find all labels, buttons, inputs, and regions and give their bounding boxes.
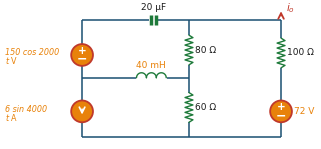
Text: −: −: [276, 109, 286, 122]
Text: −: −: [77, 53, 87, 66]
Text: 100 Ω: 100 Ω: [287, 48, 314, 58]
Text: 150 cos 2000: 150 cos 2000: [5, 48, 59, 58]
Text: $t$ A: $t$ A: [5, 112, 18, 123]
Text: $i_o$: $i_o$: [286, 1, 295, 15]
Text: 20 μF: 20 μF: [141, 3, 166, 12]
Circle shape: [71, 100, 93, 122]
Text: 60 Ω: 60 Ω: [195, 103, 216, 112]
Text: +: +: [277, 102, 285, 112]
Text: $t$ V: $t$ V: [5, 55, 18, 66]
Text: 40 mH: 40 mH: [136, 61, 166, 70]
Text: +: +: [78, 45, 86, 56]
Circle shape: [270, 100, 292, 122]
Text: 80 Ω: 80 Ω: [195, 45, 216, 55]
Circle shape: [71, 44, 93, 66]
Text: 72 V: 72 V: [294, 107, 314, 116]
Text: 6 sin 4000: 6 sin 4000: [5, 105, 47, 114]
